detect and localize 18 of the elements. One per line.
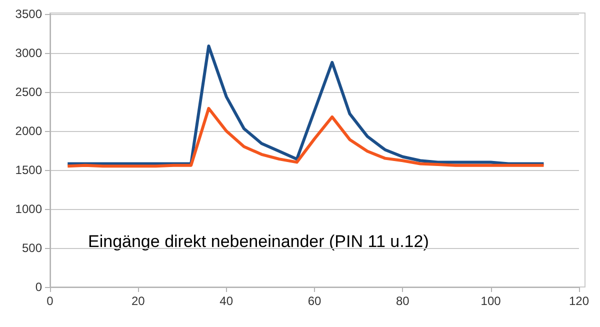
x-tick-label: 100: [480, 294, 502, 308]
y-tick-label: 1500: [15, 163, 42, 177]
x-tick-label: 120: [568, 294, 590, 308]
line-series: [66, 44, 546, 166]
x-tick-label: 80: [396, 294, 410, 308]
y-tick-label: 0: [35, 280, 42, 294]
line-series: [66, 106, 546, 168]
x-tick-label: 20: [131, 294, 146, 308]
x-tick-label: 0: [46, 294, 54, 308]
x-tick-label: 60: [308, 294, 322, 308]
x-tick-label: 40: [220, 294, 234, 308]
y-tick-label: 3000: [15, 46, 42, 60]
y-tick-label: 3500: [15, 7, 42, 21]
y-tick-label: 1000: [15, 202, 42, 216]
annotation: Eingänge direkt nebeneinander (PIN 11 u.12): [88, 232, 429, 251]
y-tick-label: 2500: [15, 85, 42, 99]
y-tick-label: 2000: [15, 124, 42, 138]
y-tick-label: 500: [22, 241, 42, 255]
